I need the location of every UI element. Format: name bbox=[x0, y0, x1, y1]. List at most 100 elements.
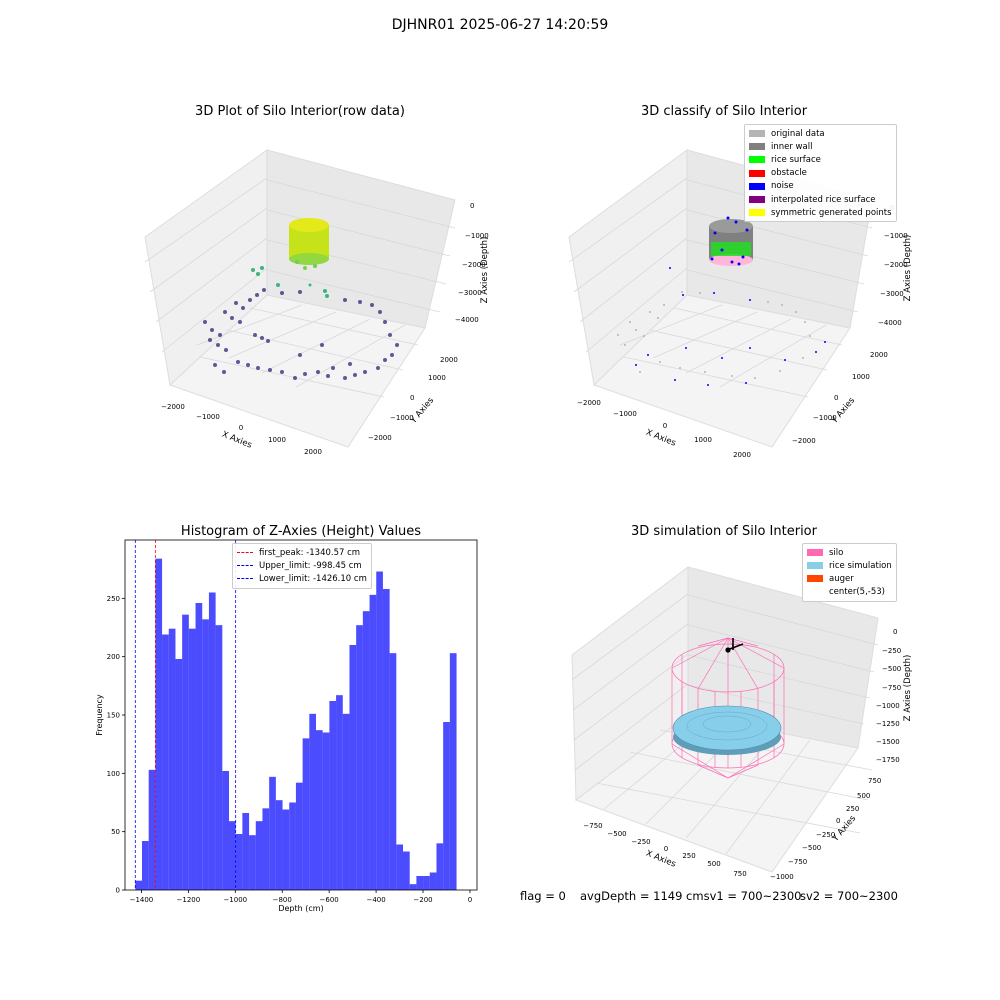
histogram-xlabel: Depth (cm) bbox=[278, 904, 323, 913]
simulation-ztick: −250 bbox=[882, 647, 901, 655]
histogram-bar bbox=[316, 730, 323, 890]
simulation-ytick: 250 bbox=[846, 805, 859, 813]
legend-item-lower-limit: Lower_limit: -1426.10 cm bbox=[237, 572, 367, 585]
histogram-bar bbox=[443, 722, 450, 890]
histogram-bar bbox=[369, 594, 377, 890]
histogram-x-tick-label: −1000 bbox=[223, 896, 247, 904]
histogram-x-tick-label: −800 bbox=[273, 896, 292, 904]
histogram-y-tick-label: 150 bbox=[107, 712, 120, 720]
classify-xtick: 0 bbox=[663, 422, 667, 430]
legend-item-noise: noise bbox=[749, 180, 892, 193]
silo-wireframe bbox=[671, 637, 785, 779]
histogram-bar bbox=[182, 614, 189, 890]
raw-ytick: −1000 bbox=[390, 414, 414, 422]
legend-swatch bbox=[749, 143, 765, 151]
histogram-bar bbox=[141, 841, 149, 890]
histogram-chart: −1400 −1200 −1000 −800 −600 −400 −200 0 0 50 100 1… bbox=[95, 539, 478, 913]
classify-ztick: −2000 bbox=[884, 261, 908, 269]
raw-plot-title: 3D Plot of Silo Interior(row data) bbox=[195, 104, 405, 119]
histogram-bar bbox=[382, 589, 390, 890]
histogram-bar bbox=[389, 653, 397, 890]
classify-xlabel: X Axies bbox=[644, 428, 677, 449]
classify-ztick: −4000 bbox=[878, 319, 902, 327]
histogram-bar bbox=[342, 713, 350, 890]
simulation-xtick: 0 bbox=[664, 845, 668, 853]
histogram-bars bbox=[135, 558, 457, 890]
simulation-3d-plot: −750 −500 −250 0 250 500 750 750 500 250… bbox=[571, 565, 913, 881]
legend-swatch bbox=[749, 209, 765, 217]
classify-legend: original data inner wall rice surface ob… bbox=[744, 124, 897, 223]
classify-xtick: −1000 bbox=[613, 410, 637, 418]
raw-rice-cluster bbox=[289, 218, 329, 270]
legend-item-upper-limit: Upper_limit: -998.45 cm bbox=[237, 559, 367, 572]
histogram-y-ticks: 0 50 100 150 200 250 bbox=[107, 595, 125, 895]
histogram-bar bbox=[222, 771, 229, 890]
legend-item-first-peak: first_peak: -1340.57 cm bbox=[237, 546, 367, 559]
raw-ztick: −2000 bbox=[462, 261, 486, 269]
histogram-title: Histogram of Z-Axies (Height) Values bbox=[180, 524, 422, 539]
histogram-bar bbox=[282, 809, 290, 890]
classify-ztick: −3000 bbox=[880, 290, 904, 298]
histogram-bar bbox=[168, 628, 176, 890]
simulation-xtick: 750 bbox=[733, 870, 746, 878]
raw-mid-points bbox=[251, 266, 329, 298]
histogram-bar bbox=[376, 571, 383, 890]
raw-ytick: −2000 bbox=[368, 434, 392, 442]
simulation-ytick: 750 bbox=[868, 777, 881, 785]
histogram-bar bbox=[175, 659, 183, 890]
simulation-ztick: −1500 bbox=[876, 738, 900, 746]
histogram-bar bbox=[396, 844, 404, 890]
status-sv2: sv2 = 700~2300 bbox=[800, 889, 898, 903]
legend-line-swatch bbox=[237, 565, 253, 567]
histogram-x-tick-label: −1200 bbox=[177, 896, 201, 904]
classify-plot-title: 3D classify of Silo Interior bbox=[640, 104, 808, 119]
histogram-bar bbox=[208, 592, 216, 890]
legend-line-swatch bbox=[237, 552, 253, 554]
raw-xtick: −1000 bbox=[196, 413, 220, 421]
histogram-bar bbox=[349, 645, 357, 890]
histogram-bar bbox=[135, 880, 142, 890]
histogram-bar bbox=[409, 884, 417, 890]
simulation-ztick: −1000 bbox=[876, 702, 900, 710]
histogram-y-tick-label: 250 bbox=[107, 595, 120, 603]
simulation-tick-labels: −750 −500 −250 0 250 500 750 750 500 250… bbox=[583, 628, 901, 881]
histogram-bar bbox=[322, 732, 330, 890]
legend-item-silo: silo bbox=[807, 546, 892, 559]
classify-zlabel: Z Axies (Depth) bbox=[903, 235, 913, 302]
classify-original-points bbox=[617, 291, 811, 379]
histogram-bar bbox=[289, 802, 296, 890]
simulation-xtick: −250 bbox=[631, 838, 650, 846]
simulation-ztick: −1250 bbox=[876, 720, 900, 728]
histogram-bar bbox=[148, 769, 156, 890]
raw-bottom-points bbox=[203, 288, 399, 380]
simulation-ztick: −1750 bbox=[876, 756, 900, 764]
histogram-bar bbox=[242, 813, 250, 890]
histogram-bar bbox=[269, 776, 276, 890]
histogram-bar bbox=[215, 625, 223, 890]
raw-xtick: −2000 bbox=[161, 403, 185, 411]
histogram-bar bbox=[295, 782, 303, 890]
histogram-x-tick-label: −1400 bbox=[130, 896, 154, 904]
histogram-bar bbox=[188, 628, 196, 890]
simulation-ztick: −750 bbox=[882, 684, 901, 692]
raw-xlabel: X Axies bbox=[220, 430, 253, 451]
simulation-xtick: −750 bbox=[583, 822, 602, 830]
histogram-x-tick-label: −400 bbox=[366, 896, 385, 904]
legend-item-obstacle: obstacle bbox=[749, 167, 892, 180]
raw-tick-labels: −2000 −1000 0 1000 2000 2000 1000 0 −100… bbox=[161, 202, 489, 456]
simulation-ylabel: Y Axies bbox=[830, 813, 858, 844]
legend-swatch bbox=[807, 549, 823, 557]
legend-swatch bbox=[807, 589, 823, 596]
legend-swatch bbox=[749, 182, 765, 190]
rice-simulation-surface bbox=[672, 705, 782, 755]
histogram-y-tick-label: 0 bbox=[116, 887, 120, 895]
simulation-xtick: 250 bbox=[682, 852, 695, 860]
legend-swatch bbox=[749, 169, 765, 177]
legend-item-rice-surface: rice surface bbox=[749, 153, 892, 166]
histogram-bar bbox=[362, 611, 370, 890]
auger-marker bbox=[725, 638, 744, 653]
histogram-y-tick-label: 200 bbox=[107, 653, 120, 661]
simulation-ytick: −250 bbox=[816, 831, 835, 839]
classify-ztick: −1000 bbox=[884, 232, 908, 240]
histogram-bar bbox=[275, 800, 283, 890]
